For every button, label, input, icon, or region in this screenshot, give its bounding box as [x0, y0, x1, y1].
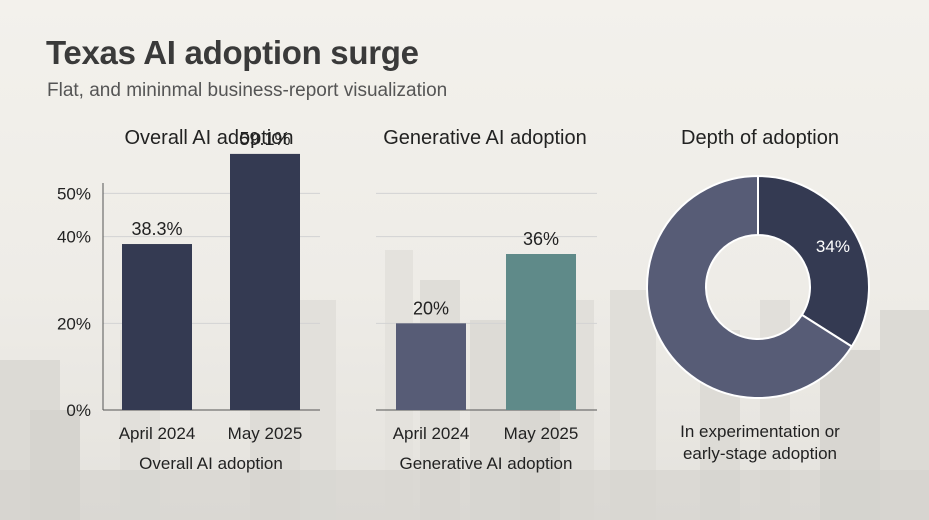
generative-bar-value-label: 20%	[413, 298, 449, 318]
overall-bar-value-label: 59.1%	[239, 129, 290, 149]
donut-slice	[646, 174, 854, 399]
generative-bar-value-label: 36%	[523, 229, 559, 249]
page-title: Texas AI adoption surge	[46, 34, 419, 71]
overall-x-axis-label: Overall AI adoption	[139, 454, 283, 473]
overall-y-tick-label: 40%	[57, 228, 91, 247]
overall-bar	[230, 153, 300, 410]
overall-panel-title: Overall AI adoption	[124, 127, 294, 149]
overall-bar-value-label: 38.3%	[131, 219, 182, 239]
overall-x-tick-label: May 2025	[228, 424, 303, 443]
skyline-ground-haze	[0, 470, 929, 520]
overall-bar	[122, 244, 192, 410]
overall-x-tick-label: April 2024	[119, 424, 196, 443]
generative-x-axis-label: Generative AI adoption	[400, 454, 573, 473]
donut-caption-line-1: In experimentation or	[680, 422, 840, 441]
generative-bar	[506, 254, 576, 410]
generative-bar	[396, 323, 466, 410]
donut-slice	[757, 174, 870, 348]
page-subtitle: Flat, and mininmal business-report visua…	[47, 80, 448, 101]
generative-x-tick-label: May 2025	[504, 424, 579, 443]
depth-panel-title: Depth of adoption	[681, 127, 839, 149]
donut-slice-label: 34%	[816, 237, 850, 256]
overall-y-tick-label: 50%	[57, 184, 91, 203]
overall-y-tick-label: 20%	[57, 314, 91, 333]
donut-caption: In experimentation or early-stage adopti…	[650, 421, 870, 465]
overall-y-tick-label: 0%	[66, 401, 91, 420]
generative-panel-title: Generative AI adoption	[383, 127, 587, 149]
generative-x-tick-label: April 2024	[393, 424, 470, 443]
donut-caption-line-2: early-stage adoption	[682, 444, 838, 463]
